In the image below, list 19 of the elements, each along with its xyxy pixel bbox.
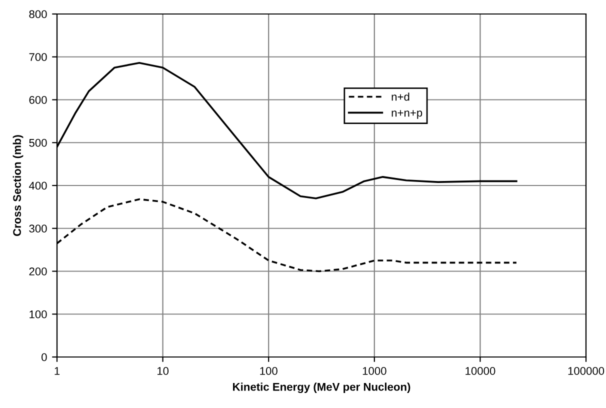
y-tick-label: 800 [29, 10, 47, 18]
y-tick-label: 700 [29, 53, 47, 62]
y-tick-label: 100 [30, 310, 47, 318]
y-tick-label: 600 [29, 96, 47, 104]
y-tick-label: 0 [42, 353, 47, 362]
x-tick-label: 10000 [466, 367, 496, 375]
legend-label: n+n+p [392, 110, 422, 119]
x-tick-label: 100 [260, 367, 278, 375]
y-tick-label: 300 [29, 224, 47, 233]
y-tick-label: 200 [29, 268, 47, 276]
y-tick-label: 400 [28, 182, 47, 190]
x-tick-label: 100000 [568, 367, 604, 375]
legend-label: n+d [392, 92, 410, 101]
x-axis-title: Kinetic Energy (MeV per Nucleon) [233, 382, 410, 394]
x-tick-label: 10 [157, 367, 169, 375]
y-tick-label: 500 [29, 138, 47, 147]
x-tick-label: 1 [54, 367, 60, 375]
y-axis-title: Cross Section (mb) [12, 135, 24, 236]
x-tick-label: 1000 [362, 367, 386, 375]
